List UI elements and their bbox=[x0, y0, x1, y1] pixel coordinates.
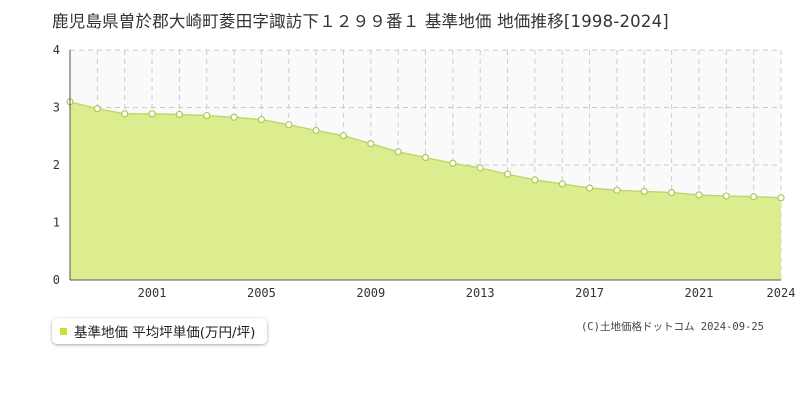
y-tick-label: 3 bbox=[53, 101, 60, 115]
data-point bbox=[585, 184, 594, 192]
data-point bbox=[121, 110, 129, 118]
x-tick-label: 2024 bbox=[767, 286, 796, 300]
data-point bbox=[230, 113, 238, 121]
data-point bbox=[695, 191, 703, 199]
credit-text: (C)土地価格ドットコム 2024-09-25 bbox=[580, 321, 764, 333]
data-point bbox=[613, 186, 621, 194]
data-point bbox=[777, 194, 785, 202]
data-point bbox=[449, 159, 457, 167]
x-tick-label: 2013 bbox=[466, 286, 495, 300]
legend: 基準地価 平均坪単価(万円/坪) bbox=[52, 318, 268, 344]
data-point bbox=[668, 189, 676, 197]
data-point bbox=[750, 193, 758, 201]
data-point bbox=[148, 110, 156, 118]
legend-swatch bbox=[60, 327, 67, 335]
x-tick-label: 2005 bbox=[247, 286, 276, 300]
data-point bbox=[476, 164, 484, 172]
x-tick-label: 2001 bbox=[138, 286, 167, 300]
y-tick-label: 2 bbox=[53, 158, 60, 172]
data-point bbox=[640, 187, 648, 196]
x-tick-labels: 2001 2005 2009 2013 2017 2021 2024 bbox=[138, 286, 796, 300]
data-point bbox=[531, 176, 539, 184]
area-fill bbox=[70, 101, 781, 280]
data-point bbox=[503, 170, 512, 178]
data-point bbox=[203, 111, 211, 120]
data-point bbox=[257, 115, 266, 124]
y-tick-labels: 0 1 2 3 4 bbox=[53, 43, 60, 287]
data-point bbox=[421, 153, 430, 162]
data-point bbox=[558, 180, 566, 188]
chart-title: 鹿児島県曽於郡大崎町菱田字諏訪下１２９９番１ 基準地価 地価推移[1998-20… bbox=[52, 12, 669, 31]
y-tick-label: 0 bbox=[53, 273, 60, 287]
data-point bbox=[722, 192, 730, 200]
data-point bbox=[394, 148, 402, 156]
data-point bbox=[175, 110, 183, 119]
data-point bbox=[93, 105, 101, 113]
x-tick-label: 2021 bbox=[685, 286, 714, 300]
data-point bbox=[367, 140, 375, 148]
x-tick-label: 2017 bbox=[575, 286, 604, 300]
data-points bbox=[66, 98, 785, 202]
x-tick-label: 2009 bbox=[356, 286, 385, 300]
y-tick-label: 1 bbox=[53, 216, 60, 230]
data-point bbox=[339, 132, 348, 140]
y-tick-label: 4 bbox=[53, 43, 60, 57]
data-point bbox=[312, 126, 320, 135]
data-point bbox=[285, 121, 293, 129]
legend-label: 基準地価 平均坪単価(万円/坪) bbox=[74, 325, 256, 341]
